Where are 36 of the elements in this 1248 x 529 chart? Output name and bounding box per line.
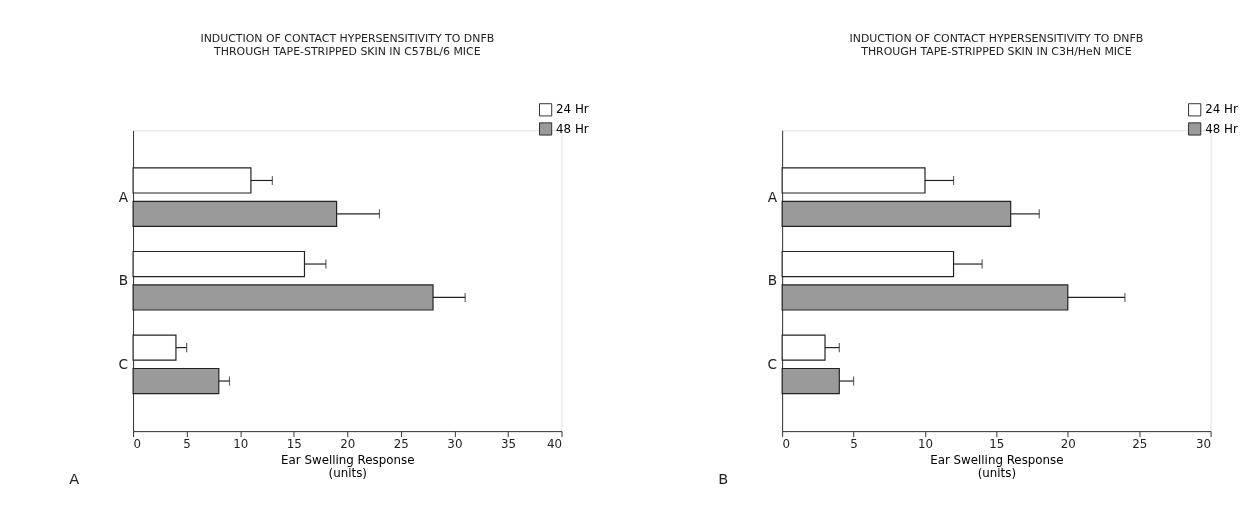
- x-axis-title: Ear Swelling Response: [281, 452, 415, 467]
- x-tick-label: 15: [286, 437, 302, 452]
- x-tick-label: 20: [340, 437, 356, 452]
- text: INDUCTION OF CONTACT HYPERSENSITIVITY TO DNFB: [200, 31, 495, 45]
- text: (units): [328, 466, 367, 481]
- legend-label: 24 Hr: [1205, 102, 1238, 117]
- legend-label: 48 Hr: [556, 121, 589, 136]
- text: A: [69, 470, 80, 488]
- y-tick-label: C: [118, 355, 129, 372]
- y-tick-label: C: [767, 355, 778, 372]
- y-tick-label: A: [118, 188, 129, 205]
- x-tick-label: 10: [917, 437, 933, 452]
- x-tick-label: 25: [1132, 437, 1148, 452]
- x-tick-label: 40: [546, 437, 563, 452]
- x-tick-label: 30: [1196, 437, 1212, 452]
- x-tick-label: 25: [393, 437, 409, 452]
- x-tick-label: 15: [989, 437, 1005, 452]
- legend-label: 48 Hr: [1205, 121, 1238, 136]
- x-tick-label: 35: [500, 437, 516, 452]
- text: (units): [977, 466, 1017, 481]
- text: B: [718, 470, 729, 488]
- x-tick-label: 5: [183, 437, 191, 452]
- x-tick-label: 0: [133, 437, 142, 452]
- legend-label: 24 Hr: [556, 102, 589, 117]
- y-tick-label: A: [767, 188, 778, 205]
- text: THROUGH TAPE-STRIPPED SKIN IN C3H/HeN MICE: [861, 44, 1132, 58]
- x-tick-label: 0: [782, 437, 791, 452]
- x-tick-label: 10: [233, 437, 249, 452]
- x-tick-label: 5: [850, 437, 858, 452]
- text: INDUCTION OF CONTACT HYPERSENSITIVITY TO DNFB: [849, 31, 1144, 45]
- x-tick-label: 30: [447, 437, 463, 452]
- x-tick-label: 20: [1060, 437, 1076, 452]
- text: THROUGH TAPE-STRIPPED SKIN IN C57BL/6 MICE: [214, 44, 481, 58]
- y-tick-label: B: [118, 272, 129, 289]
- y-tick-label: B: [767, 272, 778, 289]
- x-axis-title: Ear Swelling Response: [930, 452, 1064, 467]
